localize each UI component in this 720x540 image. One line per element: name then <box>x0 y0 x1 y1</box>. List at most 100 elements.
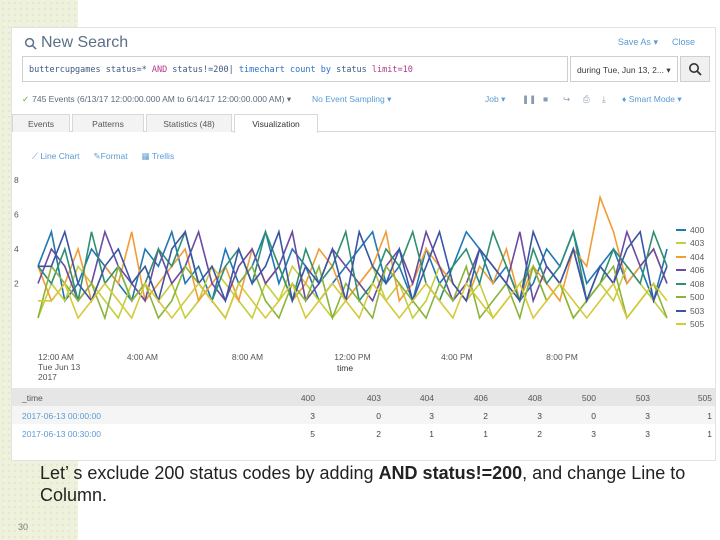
x-tick-label: 12:00 PM <box>334 352 370 362</box>
table-cell: 1 <box>483 429 488 439</box>
tab-events[interactable]: Events <box>12 114 70 132</box>
table-row[interactable]: 2017-06-13 00:00:00 3 0 3 2 3 0 3 1 <box>12 406 715 424</box>
x-tick-label: 12:00 AM Tue Jun 13 2017 <box>38 352 80 382</box>
stop-icon[interactable]: ■ <box>543 94 549 104</box>
table-cell: 3 <box>645 429 650 439</box>
save-as-label: Save As <box>617 37 651 47</box>
table-header-cell[interactable]: 500 <box>581 393 596 403</box>
legend-swatch <box>676 255 686 258</box>
slide-caption: Let’ s exclude 200 status codes by addin… <box>40 462 700 506</box>
legend-item[interactable]: 406 <box>676 264 704 278</box>
x-tick-label: 8:00 AM <box>232 352 263 362</box>
table-cell: 2 <box>483 411 488 421</box>
table-header-cell[interactable]: 505 <box>697 393 712 403</box>
table-cell: 2 <box>376 429 381 439</box>
chart-type-menu[interactable]: ⟋ Line Chart <box>32 151 80 162</box>
legend-swatch <box>676 242 686 245</box>
trellis-menu[interactable]: ▦ Trellis <box>142 151 175 162</box>
chevron-down-icon: ▾ <box>666 65 671 75</box>
legend-item[interactable]: 408 <box>676 277 704 291</box>
query-argument: limit=10 <box>371 65 413 75</box>
search-button[interactable] <box>680 56 710 82</box>
series-line-503[interactable] <box>38 228 668 304</box>
print-icon[interactable]: ⎙ <box>583 94 590 104</box>
table-cell: 3 <box>429 411 434 421</box>
table-header-cell[interactable]: 408 <box>527 393 542 403</box>
event-sampling-label: No Event Sampling <box>312 94 385 104</box>
y-tick-label: 4 <box>14 244 19 254</box>
table-cell: 1 <box>707 411 712 421</box>
page-title: New Search <box>24 34 128 52</box>
legend-swatch <box>676 309 686 312</box>
page-title-text: New Search <box>41 34 129 51</box>
table-row[interactable]: 2017-06-13 00:30:00 5 2 1 1 2 3 3 1 <box>12 424 715 442</box>
legend-item[interactable]: 403 <box>676 237 704 251</box>
caption-text: Let’ s exclude 200 status codes by addin… <box>40 463 379 483</box>
statistics-table: _time 400 403 404 406 408 500 503 505 2017-06-13… <box>12 388 715 460</box>
check-icon: ✓ <box>22 94 30 104</box>
table-cell: 3 <box>645 411 650 421</box>
table-header-cell[interactable]: 406 <box>473 393 488 403</box>
header-actions: Save As ▾ Close <box>618 37 695 48</box>
legend-label: 403 <box>690 238 705 249</box>
legend-swatch <box>676 228 686 231</box>
pause-icon[interactable]: ❚❚ <box>522 94 537 104</box>
table-header-cell[interactable]: 403 <box>366 393 381 403</box>
chevron-down-icon[interactable]: ▾ <box>286 94 292 104</box>
legend-label: 503 <box>690 305 705 316</box>
legend-label: 400 <box>690 224 705 235</box>
series-line-500[interactable] <box>37 263 668 321</box>
legend-item[interactable]: 404 <box>676 250 704 264</box>
search-mode-menu[interactable]: ♦ Smart Mode ▾ <box>622 94 682 104</box>
legend-label: 500 <box>690 292 705 303</box>
search-icon <box>689 63 702 76</box>
job-status-bar: ✓ 745 Events (6/13/17 12:00:00.000 AM to … <box>22 92 712 106</box>
table-cell: 1 <box>429 429 434 439</box>
visualization-toolbar: ⟋ Line Chart ✎Format ▦ Trellis <box>32 151 174 162</box>
job-menu[interactable]: Job ▾ <box>485 94 506 104</box>
legend-item[interactable]: 500 <box>676 291 704 305</box>
tab-statistics[interactable]: Statistics (48) <box>146 114 232 132</box>
tab-patterns[interactable]: Patterns <box>72 114 144 132</box>
table-header-cell[interactable]: _time <box>22 393 43 403</box>
legend-label: 505 <box>690 319 705 330</box>
legend-item[interactable]: 400 <box>676 223 704 237</box>
job-label: Job <box>485 94 499 104</box>
format-menu[interactable]: ✎Format <box>94 151 128 162</box>
table-header-cell[interactable]: 404 <box>419 393 434 403</box>
table-header-cell[interactable]: 400 <box>300 393 315 403</box>
table-cell: 3 <box>537 411 542 421</box>
share-icon[interactable]: ↪ <box>563 94 571 104</box>
query-row: buttercupgames status=* AND status!=200|… <box>22 56 712 84</box>
query-text: buttercupgames status=* <box>29 65 152 75</box>
tab-visualization[interactable]: Visualization <box>234 114 318 133</box>
save-as-menu[interactable]: Save As ▾ <box>618 37 658 48</box>
table-cell[interactable]: 2017-06-13 00:00:00 <box>22 411 101 421</box>
legend-label: 408 <box>690 278 705 289</box>
format-label: Format <box>100 151 128 161</box>
table-header: _time 400 403 404 406 408 500 503 505 <box>12 388 715 406</box>
table-cell: 0 <box>591 411 596 421</box>
legend-swatch <box>676 269 686 272</box>
legend-item[interactable]: 505 <box>676 318 704 332</box>
y-tick-label: 8 <box>14 175 19 185</box>
table-header-cell[interactable]: 503 <box>635 393 650 403</box>
legend-label: 406 <box>690 265 705 276</box>
events-summary-text: 745 Events (6/13/17 12:00:00.000 AM to 6… <box>32 94 285 104</box>
search-input[interactable]: buttercupgames status=* AND status!=200|… <box>22 56 568 82</box>
line-chart-icon: ⟋ <box>32 151 38 161</box>
line-chart[interactable]: 2 4 6 8 12:00 AM Tue Jun 13 2017 4:00 AM 8:00 AM… <box>12 168 715 388</box>
close-link[interactable]: Close <box>671 37 695 47</box>
legend-item[interactable]: 503 <box>676 304 704 318</box>
table-cell: 3 <box>310 411 315 421</box>
search-icon <box>24 37 37 50</box>
lightbulb-icon: ♦ <box>622 94 627 104</box>
time-range-label: during Tue, Jun 13, 2... <box>577 65 664 75</box>
query-text: status <box>330 65 372 75</box>
table-cell[interactable]: 2017-06-13 00:30:00 <box>22 429 101 439</box>
event-sampling-menu[interactable]: No Event Sampling ▾ <box>312 94 392 104</box>
series-line-505[interactable] <box>38 281 668 320</box>
export-icon[interactable]: ⤓ <box>602 94 606 104</box>
time-range-picker[interactable]: during Tue, Jun 13, 2... ▾ <box>570 56 678 82</box>
query-keyword: AND <box>151 65 168 75</box>
